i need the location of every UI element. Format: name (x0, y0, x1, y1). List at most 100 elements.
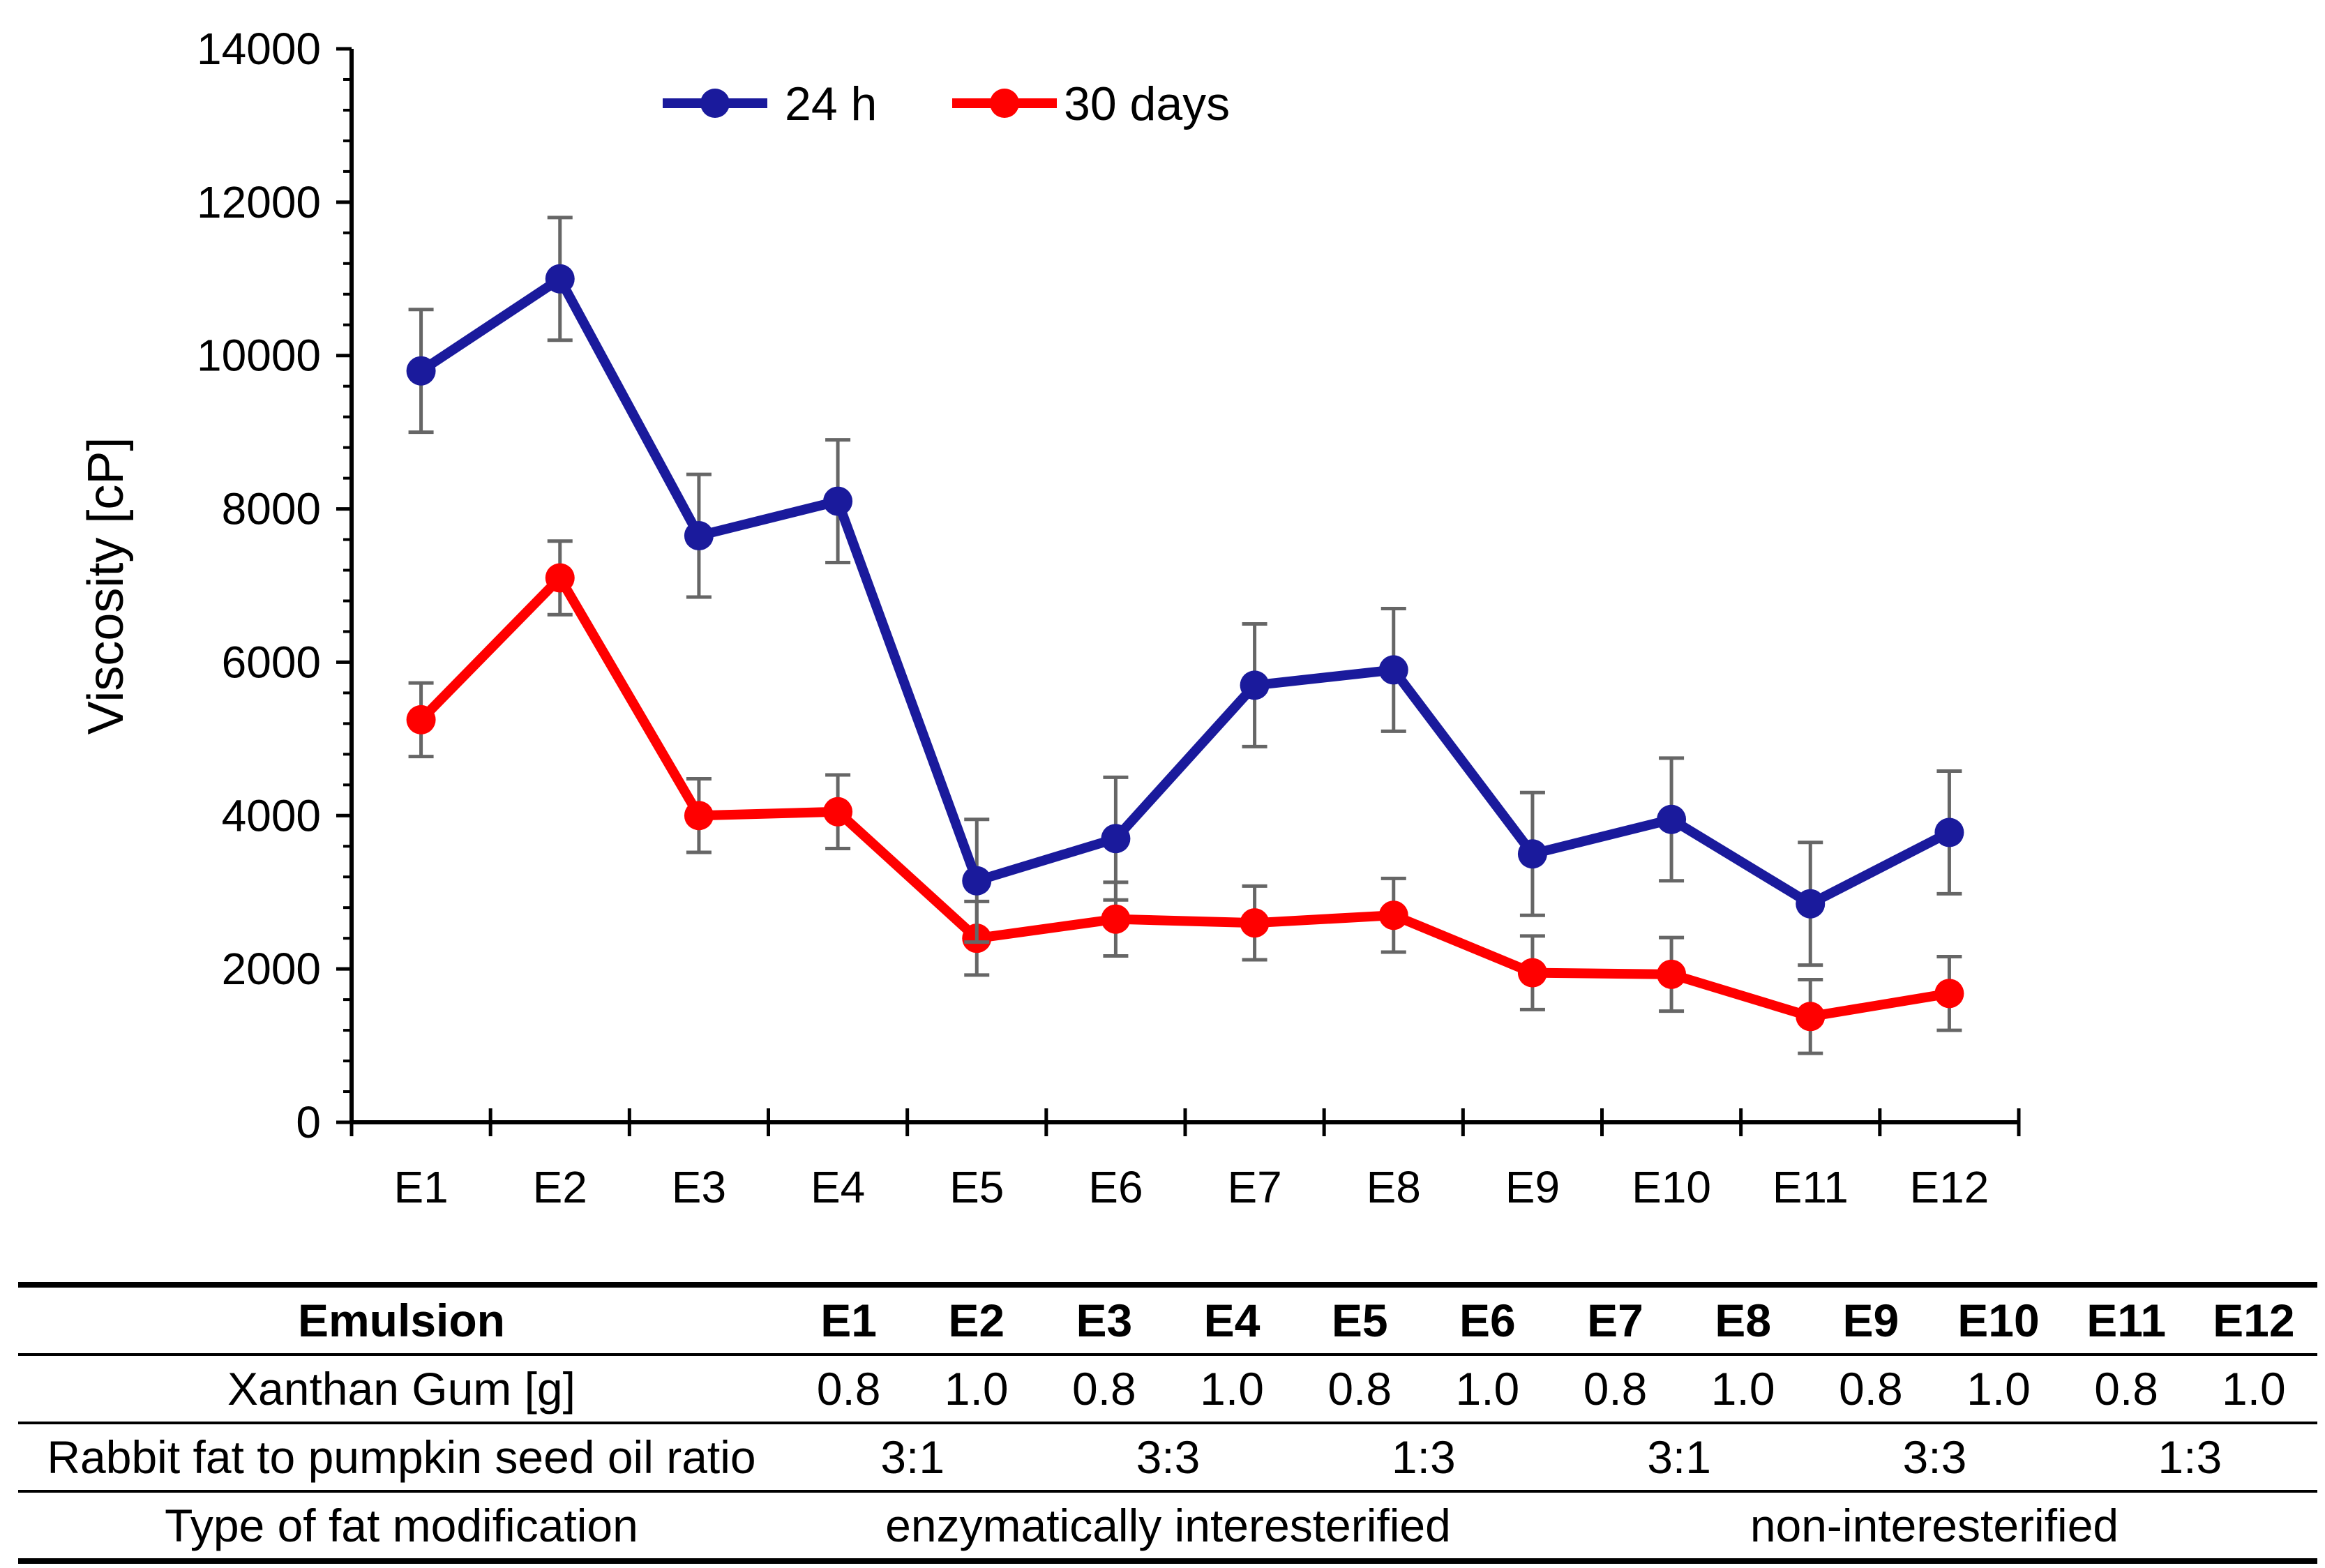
data-point (1657, 959, 1687, 989)
ratio-cell: 1:3 (2062, 1423, 2317, 1493)
data-point (1378, 900, 1408, 930)
table-column-header: E12 (2190, 1282, 2317, 1356)
legend-swatch-marker (990, 89, 1019, 118)
series-30-days (406, 539, 1964, 1055)
type-row-label: Type of fat modification (18, 1491, 785, 1564)
y-tick-label: 12000 (197, 177, 321, 227)
data-point (406, 704, 436, 734)
data-point (1934, 979, 1964, 1009)
xanthan-cell: 1.0 (1168, 1355, 1296, 1424)
xanthan-cell: 0.8 (1040, 1355, 1168, 1424)
ratio-cell: 3:3 (1040, 1423, 1296, 1493)
y-tick-label: 10000 (197, 331, 321, 381)
emulsion-composition-table: Emulsion E1 E2 E3 E4 E5 E6 E7 E8 E9 E10 … (18, 1282, 2317, 1564)
xanthan-cell: 1.0 (2190, 1355, 2317, 1424)
table-column-header: E4 (1168, 1282, 1296, 1356)
x-tick-label: E4 (811, 1162, 865, 1212)
table-column-header: E8 (1679, 1282, 1807, 1356)
x-tick-label: E10 (1632, 1162, 1711, 1212)
x-axis: E1 E2 E3 E4 E5 E6 E7 E8 E9 E10 E11 E12 (349, 1108, 2021, 1212)
series-layer (406, 216, 1964, 1055)
x-tick-label: E6 (1088, 1162, 1143, 1212)
xanthan-cell: 0.8 (1295, 1355, 1424, 1424)
ratio-cell: 3:1 (785, 1423, 1041, 1493)
x-tick-label: E7 (1227, 1162, 1281, 1212)
table-row-ratio: Rabbit fat to pumpkin seed oil ratio 3:1… (18, 1423, 2317, 1493)
table-column-header: E9 (1807, 1282, 1935, 1356)
data-point (1657, 804, 1687, 834)
type-cell: enzymatically interesterified (785, 1491, 1551, 1564)
data-point (684, 521, 714, 551)
data-point (1796, 1002, 1826, 1032)
data-point (1796, 889, 1826, 919)
x-tick-label: E2 (533, 1162, 587, 1212)
table-header-label: Emulsion (18, 1282, 785, 1356)
x-tick-label: E11 (1773, 1162, 1849, 1212)
y-tick-label: 0 (296, 1097, 321, 1147)
y-tick-label: 8000 (222, 484, 321, 534)
data-point (545, 264, 575, 294)
xanthan-cell: 1.0 (1934, 1355, 2063, 1424)
table-row-xanthan: Xanthan Gum [g] 0.8 1.0 0.8 1.0 0.8 1.0 … (18, 1355, 2317, 1424)
xanthan-cell: 0.8 (2062, 1355, 2190, 1424)
xanthan-cell: 0.8 (1551, 1355, 1680, 1424)
x-tick-label: E3 (672, 1162, 726, 1212)
data-point (545, 563, 575, 593)
data-point (1240, 908, 1270, 938)
y-axis-title: Viscosity [cP] (78, 437, 134, 735)
legend-label: 24 h (785, 77, 877, 130)
data-point (962, 866, 992, 896)
data-point (1101, 904, 1131, 934)
xanthan-cell: 0.8 (1807, 1355, 1935, 1424)
legend-swatch-marker (700, 89, 730, 118)
data-point (684, 801, 714, 831)
x-tick-label: E12 (1909, 1162, 1989, 1212)
xanthan-cell: 1.0 (1679, 1355, 1807, 1424)
table-column-header: E7 (1551, 1282, 1680, 1356)
ratio-cell: 1:3 (1295, 1423, 1551, 1493)
legend: 24 h 30 days (663, 77, 1230, 130)
ratio-cell: 3:3 (1807, 1423, 2063, 1493)
legend-item: 24 h (663, 77, 877, 130)
data-point (406, 356, 436, 386)
y-tick-label: 14000 (197, 24, 321, 74)
y-tick-label: 6000 (222, 637, 321, 687)
data-point (1517, 839, 1547, 869)
xanthan-cell: 1.0 (1423, 1355, 1551, 1424)
type-cell: non-interesterified (1551, 1491, 2317, 1564)
data-point (1378, 655, 1408, 685)
data-point (823, 486, 853, 516)
xanthan-cell: 0.8 (785, 1355, 913, 1424)
data-point (1517, 958, 1547, 988)
data-point (1934, 817, 1964, 847)
ratio-cell: 3:1 (1551, 1423, 1807, 1493)
series-line (418, 273, 1952, 909)
y-tick-label: 2000 (222, 944, 321, 994)
table-column-header: E5 (1295, 1282, 1424, 1356)
table-column-header: E6 (1423, 1282, 1551, 1356)
x-tick-label: E9 (1505, 1162, 1560, 1212)
x-tick-label: E5 (949, 1162, 1004, 1212)
data-point (823, 797, 853, 827)
series-line (417, 573, 1950, 1022)
data-point (1240, 670, 1270, 700)
table-column-header: E2 (912, 1282, 1041, 1356)
y-axis: 0 2000 4000 6000 8000 10000 12000 14000 (197, 24, 354, 1147)
y-tick-label: 4000 (222, 790, 321, 840)
xanthan-cell: 1.0 (912, 1355, 1041, 1424)
xanthan-row-label: Xanthan Gum [g] (18, 1355, 785, 1424)
table-column-header: E10 (1934, 1282, 2063, 1356)
table-column-header: E3 (1040, 1282, 1168, 1356)
x-tick-label: E8 (1367, 1162, 1421, 1212)
table-column-header: E1 (785, 1282, 913, 1356)
series-24-h (406, 216, 1964, 967)
table-row-type: Type of fat modification enzymatically i… (18, 1491, 2317, 1564)
legend-item: 30 days (952, 77, 1230, 130)
table-header-row: Emulsion E1 E2 E3 E4 E5 E6 E7 E8 E9 E10 … (18, 1282, 2317, 1356)
ratio-row-label: Rabbit fat to pumpkin seed oil ratio (18, 1423, 785, 1493)
legend-label: 30 days (1064, 77, 1230, 130)
data-point (1101, 824, 1131, 854)
x-tick-label: E1 (393, 1162, 448, 1212)
table-column-header: E11 (2062, 1282, 2190, 1356)
